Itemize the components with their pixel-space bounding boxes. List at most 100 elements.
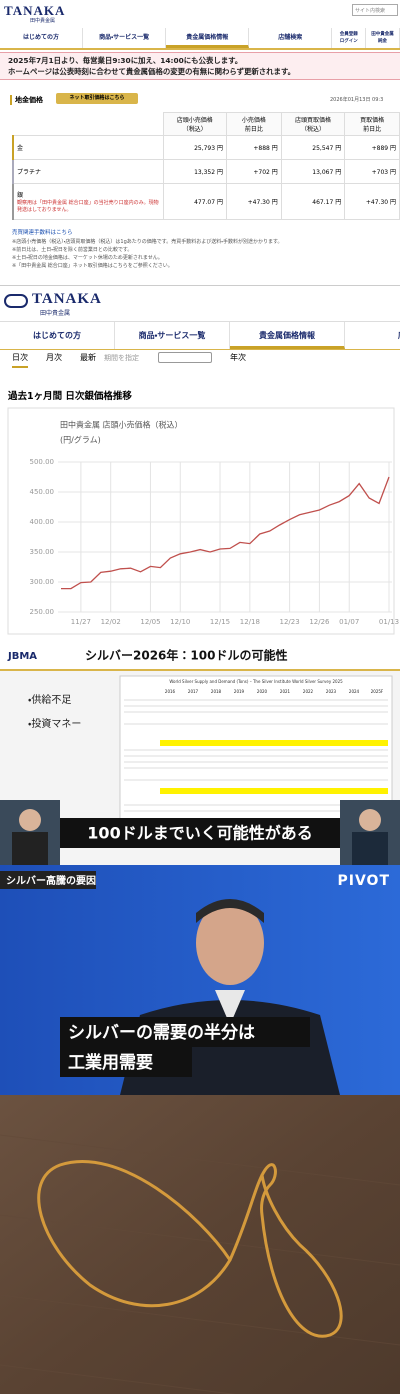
nav-item[interactable]: 田中貴金属 純金 <box>366 28 400 48</box>
table-header: 店頭買取価格 （税込） <box>280 112 346 136</box>
year: 2018 <box>211 689 222 694</box>
x-tick-label: 12/02 <box>101 618 121 626</box>
silver-note: 観察用は「田中貴金属 総合口座」の当社売り口座内のみ。現物発送はしておりません。 <box>17 200 159 213</box>
nav-item[interactable]: 貴金属価格情報 <box>230 322 345 349</box>
price-table: 店頭小売価格 （税込） 小売価格 前日比 店頭買取価格 （税込） 買取価格 前日… <box>12 112 400 220</box>
year: 2017 <box>188 689 199 694</box>
tab[interactable]: 最新 <box>80 353 96 362</box>
rubber-band <box>37 1160 343 1338</box>
year-row: 2016 2017 2018 2019 2020 2021 2022 2023 2024 2025… <box>165 689 384 694</box>
table-header: 買取価格 前日比 <box>344 112 400 136</box>
y-tick-label: 400.00 <box>30 518 55 526</box>
tab[interactable]: 日次 <box>12 350 28 368</box>
x-tick-label: 01/13 <box>379 618 399 626</box>
nav-bar: はじめての方 商品・サービス一覧 貴金属価格情報 店舗検索 会員登録 ログイン … <box>0 28 400 50</box>
year: 2024 <box>349 689 360 694</box>
metal: 銀 <box>17 192 24 199</box>
nav-item[interactable]: 商品・サービス一覧 <box>115 322 230 349</box>
x-tick-label: 12/23 <box>280 618 300 626</box>
cell: +702 円 <box>225 159 282 184</box>
cell: +888 円 <box>225 135 282 160</box>
x-tick-label: 01/07 <box>339 618 359 626</box>
period-select[interactable] <box>158 352 212 363</box>
x-tick-label: 12/10 <box>170 618 190 626</box>
y-tick-label: 500.00 <box>30 458 55 466</box>
x-tick-label: 12/18 <box>240 618 260 626</box>
bullet: ・投資マネー <box>28 717 81 730</box>
cell: +703 円 <box>344 159 400 184</box>
y-tick-label: 350.00 <box>30 548 55 556</box>
brand: PIVOT <box>337 873 390 889</box>
y-axis-label: (円/グラム) <box>60 435 101 445</box>
notice-line: ホームページは公表時刻に合わせて貴金属価格の変更の有無に関わらず更新されます。 <box>8 67 295 76</box>
price-heading: 地金価格 <box>10 95 43 105</box>
pivot-frame: シルバー高騰の要因 PIVOT シルバーの需要の半分は 工業用需要 <box>0 865 400 1095</box>
tab[interactable]: 月次 <box>46 353 62 362</box>
metal: プラチナ <box>12 159 164 184</box>
nav-item[interactable]: 会員登録 ログイン <box>332 28 367 48</box>
section-heading: 過去1ヶ月間 日次銀価格推移 <box>8 391 132 402</box>
chart-title: 田中貴金属 店頭小売価格（税込） <box>60 420 183 430</box>
chart-page: TANAKA 田中貴金属 はじめての方 商品・サービス一覧 貴金属価格情報 店 … <box>0 285 400 640</box>
x-tick-label: 11/27 <box>71 618 91 626</box>
year: 2023 <box>326 689 337 694</box>
notes: ※店頭小売価格（税込）・店頭買取価格（税込）は1gあたりの価格です。売買手数料お… <box>12 238 397 270</box>
year: 2020 <box>257 689 268 694</box>
logo[interactable]: TANAKA <box>32 291 102 307</box>
nav-item[interactable]: 店 <box>345 322 400 349</box>
note: ※「田中貴金属 総合口座」ネット取引価格はこちらをご参照ください。 <box>12 263 173 269</box>
cell: +47.30 円 <box>225 183 282 220</box>
tabs: 日次 月次 最新 期間を指定 年次 <box>0 350 400 368</box>
slide-logo: JBMA <box>7 651 37 662</box>
nav-item[interactable]: はじめての方 <box>0 28 84 48</box>
net-button[interactable]: ネット取引価格はこちら <box>56 93 138 104</box>
nav-item[interactable]: 貴金属価格情報 <box>166 28 250 48</box>
nav-item[interactable]: 店舗検索 <box>249 28 333 48</box>
note: ※店頭小売価格（税込）・店頭買取価格（税込）は1gあたりの価格です。売買手数料お… <box>12 239 283 245</box>
table-header: 店頭小売価格 （税込） <box>162 112 227 136</box>
cell: 467.17 円 <box>280 183 346 220</box>
year: 2016 <box>165 689 176 694</box>
chart-frame <box>7 407 395 635</box>
slide-title: シルバー2026年：100ドルの可能性 <box>85 648 287 663</box>
caption: 100ドルまでいく可能性がある <box>87 824 312 843</box>
x-tick-label: 12/05 <box>140 618 160 626</box>
year: 2022 <box>303 689 314 694</box>
date: 2026年01月13日 09:3 <box>330 97 384 103</box>
metal: 金 <box>12 135 164 160</box>
price-page: TANAKA 田中貴金属 サイト内検索 はじめての方 商品・サービス一覧 貴金属… <box>0 0 400 285</box>
notice-line: 2025年7月1日より、毎営業日9:30に加え、14:00にも公表します。 <box>8 56 243 65</box>
cell: 25,547 円 <box>280 135 346 160</box>
data-line <box>61 476 390 590</box>
slide-frame: JBMA シルバー2026年：100ドルの可能性 ・供給不足 ・投資マネー Wo… <box>0 640 400 865</box>
logo-sub: 田中貴金属 <box>30 18 56 24</box>
y-tick-label: 450.00 <box>30 488 55 496</box>
logo[interactable]: TANAKA <box>4 3 65 19</box>
photo <box>0 1095 400 1394</box>
cell: +889 円 <box>344 135 400 160</box>
line-chart: 田中貴金属 店頭小売価格（税込） (円/グラム) 250.00 300.00 350… <box>7 407 399 635</box>
note: ※土日・祝日の地金価格は、マーケット休場のため更新されません。 <box>12 255 163 261</box>
nav-item[interactable]: 商品・サービス一覧 <box>83 28 167 48</box>
year: 2021 <box>280 689 291 694</box>
tab[interactable]: 期間を指定 <box>104 354 139 362</box>
note: ※前日比は、土日・祝日を除く前営業日との比較です。 <box>12 247 133 253</box>
topic-tag: シルバー高騰の要因 <box>6 874 96 887</box>
x-tick-label: 12/26 <box>309 618 330 626</box>
nav-item[interactable]: はじめての方 <box>0 322 115 349</box>
fee-link[interactable]: 売買関連手数料はこちら <box>12 230 73 236</box>
cell: +47.30 円 <box>344 183 400 220</box>
year: 2025F <box>371 689 384 694</box>
nav-bar: はじめての方 商品・サービス一覧 貴金属価格情報 店 <box>0 321 400 351</box>
y-tick-label: 250.00 <box>30 608 55 616</box>
logo-sub: 田中貴金属 <box>40 310 71 317</box>
cell: 477.07 円 <box>162 183 227 220</box>
year: 2019 <box>234 689 245 694</box>
table-title: World Silver Supply and Demand (Tons) – … <box>169 679 343 684</box>
search-box[interactable]: サイト内検索 <box>352 4 398 16</box>
bullet: ・供給不足 <box>28 693 71 706</box>
tab[interactable]: 年次 <box>230 353 246 362</box>
caption: シルバーの需要の半分は <box>68 1022 255 1043</box>
x-tick-label: 12/15 <box>210 618 230 626</box>
